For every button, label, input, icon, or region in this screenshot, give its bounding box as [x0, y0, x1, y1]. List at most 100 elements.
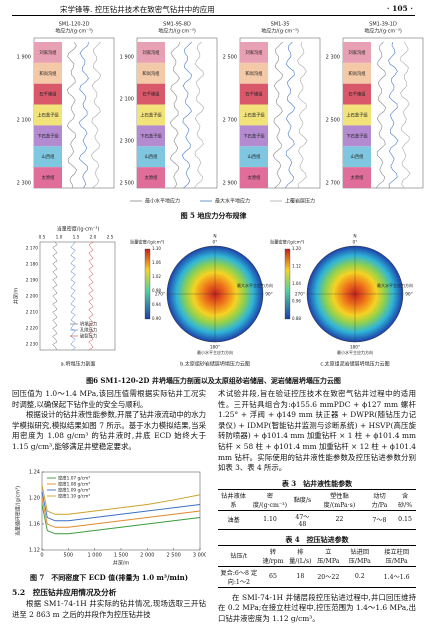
stratum-label: 和尚沟组: [39, 70, 57, 77]
compass-label: 0°: [213, 240, 218, 246]
stress-curve: [181, 41, 193, 189]
subcaption: a.坍塌压力剖面: [61, 361, 96, 368]
stratum-label: 石千峰组: [348, 91, 366, 98]
axis-label: 地应力/(g·cm⁻³): [55, 28, 93, 35]
stress-curve: [388, 41, 399, 189]
compass-label: 270°: [295, 292, 305, 298]
x-axis-label: 井深/m: [113, 560, 130, 567]
annotation: 最小水平主应力方向: [337, 349, 373, 355]
stratum: [34, 62, 62, 84]
table-header: 转速/rpm: [262, 548, 284, 565]
stratum: [343, 125, 371, 147]
figure-5: SM1-120-2D地应力/(g·cm⁻³)刘家沟组和尚沟组石千峰组上石盒子组下…: [17, 22, 424, 205]
table: 钻井液体系 密度/(g·cm⁻³) 黏度/s 塑性黏度/(mPa·s) 动切力/Pa 含砂…: [218, 489, 416, 530]
depth-label: 2 700: [326, 181, 340, 187]
depth-label: 2 300: [120, 139, 134, 145]
legend-label: 密度1.08 g/cm³: [58, 481, 90, 488]
stress-curve: [78, 41, 89, 189]
depth-label: 2 180: [26, 262, 39, 268]
subcaption: c.太原组泥岩储层坍塌压力云图: [320, 361, 389, 368]
stratum-label: 下石盒子组: [140, 132, 162, 139]
table-header: 塑性黏度/(mPa·s): [323, 492, 356, 509]
depth-label: 1 900: [17, 55, 31, 61]
compass-label: 270°: [155, 292, 165, 298]
table-cell: 复合:6～8 定向:1～2: [220, 569, 258, 586]
stratum-label: 山西组: [145, 153, 159, 160]
stratum: [343, 62, 371, 84]
figure-caption: 图 7 不同密度下 ECD 值(排量为 1.0 m³/min): [29, 573, 189, 582]
well-name: SM1-35: [271, 22, 290, 28]
stratum: [34, 125, 62, 147]
colorbar-tick: 1.06: [152, 260, 161, 265]
stress-curve: [375, 41, 387, 189]
depth-label: 2 900: [223, 181, 237, 187]
stratum-label: 和尚沟组: [142, 70, 160, 77]
y-tick-label: 1.12: [29, 548, 40, 554]
pressure-curve: [70, 241, 76, 351]
subcaption: b.太原组砂岩储层坍塌压力云图: [180, 361, 250, 368]
stratum: [34, 167, 62, 188]
compass-label: N: [353, 234, 356, 240]
table-header: 接立柱回压/MPa: [384, 548, 410, 565]
compass-label: N: [213, 234, 216, 240]
depth-label: 2 190: [26, 278, 39, 284]
legend-label: 最大水平地应力: [215, 198, 250, 205]
stratum-label: 下石盒子组: [37, 132, 59, 139]
table-header: 钻进回压/MPa: [348, 548, 371, 565]
y-tick-label: 1.20: [29, 496, 40, 502]
stress-curve: [297, 41, 308, 189]
table-title: 表 4 控压钻进参数: [285, 534, 349, 544]
depth-label: 2 700: [223, 118, 237, 124]
stress-curve: [272, 41, 284, 189]
stress-curve: [66, 41, 77, 189]
stratum-label: 上石盒子组: [140, 112, 162, 119]
stratum: [137, 125, 165, 147]
line: [41, 504, 201, 535]
compass-label: 180°: [350, 345, 360, 351]
stratum: [137, 146, 165, 168]
line: [41, 484, 201, 515]
tick-label: 2.5: [107, 235, 114, 241]
table-cell: 1.4～1.6: [383, 574, 410, 582]
stress-curve: [193, 41, 205, 189]
tick-label: 2.0: [90, 235, 97, 241]
pressure-curve: [52, 241, 58, 351]
legend-label: 密度1.10 g/cm³: [58, 493, 90, 500]
tick-label: 1.5: [73, 235, 80, 241]
x-tick-label: 2 000: [140, 553, 154, 559]
stratum: [343, 104, 371, 126]
tick-label: 1.0: [56, 235, 63, 241]
table-cell: 油基: [227, 517, 240, 525]
table-cell: 0.15: [398, 516, 412, 524]
stress-curve: [90, 41, 102, 189]
stratum: [34, 104, 62, 126]
stratum: [240, 104, 268, 126]
x-tick-label: 500: [64, 553, 74, 559]
pressure-curve: [88, 241, 94, 351]
depth-label: 2 200: [26, 294, 39, 300]
stratum: [137, 62, 165, 84]
stratum: [343, 167, 371, 188]
stratum-label: 上石盒子组: [243, 112, 265, 119]
stratum: [34, 42, 62, 63]
colorbar-tick: 0.90: [152, 316, 161, 321]
colorbar-label: 当量密度/(g/cm³): [130, 239, 165, 246]
left-column: 回压值为 1.0～1.4 MPa,该回压值需根据实际钻井工况实时调整,以确保起下…: [12, 389, 206, 453]
depth-label: 2 210: [26, 310, 39, 316]
stratum: [240, 167, 268, 188]
stratum: [343, 83, 371, 105]
compass-label: 90°: [405, 292, 413, 298]
stratum: [137, 167, 165, 188]
stratum-label: 刘家沟组: [245, 49, 263, 56]
table-header: 钻井液体系: [221, 492, 246, 509]
stratum-label: 刘家沟组: [39, 49, 57, 56]
y-tick-label: 1.24: [29, 470, 40, 476]
stratum-label: 石千峰组: [39, 91, 57, 98]
colorbar-tick: 1.02: [152, 274, 161, 279]
depth-label: 2 300: [17, 181, 31, 187]
table-header: 排量/(L/s): [289, 548, 312, 565]
legend-label: 孔隙压力: [80, 327, 97, 334]
stratum: [240, 125, 268, 147]
colorbar-tick: 1.12: [292, 264, 301, 269]
x-tick-label: 2 500: [167, 553, 181, 559]
